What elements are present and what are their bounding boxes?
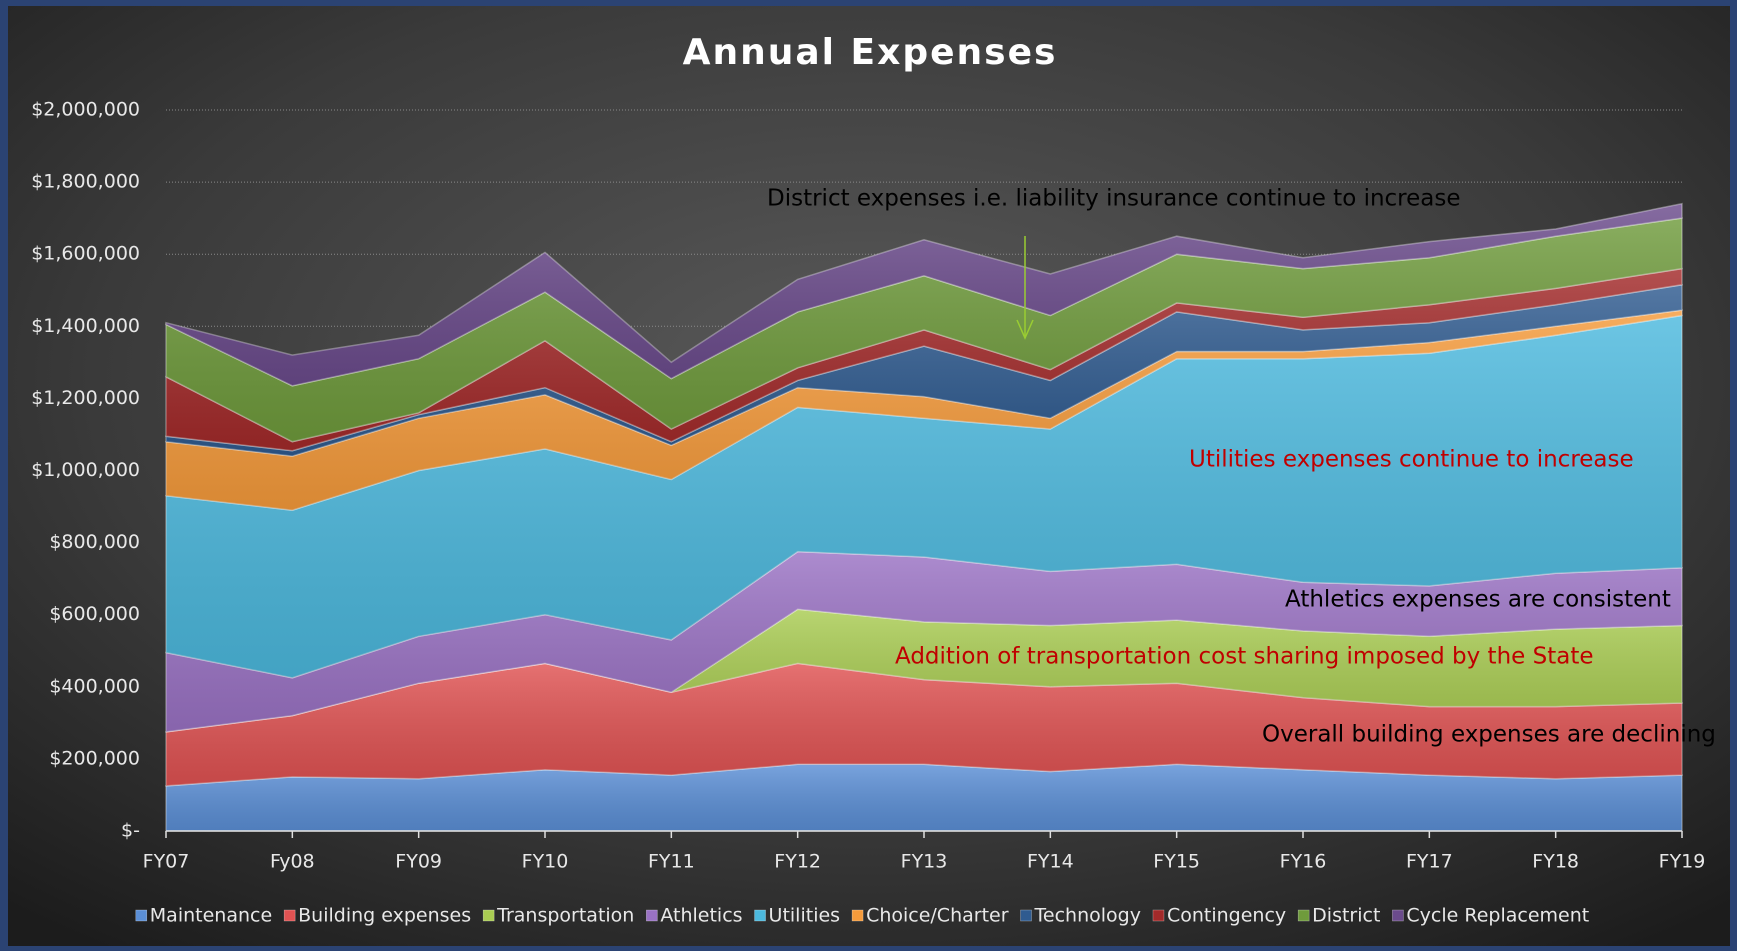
annotation: Addition of transportation cost sharing … (895, 644, 1594, 670)
legend-item: Transportation (482, 905, 634, 927)
area-shade (166, 310, 1682, 511)
y-tick-label: $2,000,000 (31, 99, 140, 121)
area-shade (166, 609, 1682, 732)
legend-item: Technology (1020, 905, 1141, 927)
legend-swatch (754, 909, 766, 922)
annotations: District expenses i.e. liability insuran… (767, 186, 1716, 748)
y-tick-label: $600,000 (49, 603, 140, 625)
legend-swatch (482, 909, 495, 922)
legend-swatch (1392, 909, 1404, 922)
chart-title: Annual Expenses (683, 32, 1058, 73)
area-shade (166, 764, 1682, 831)
legend-swatch (135, 909, 148, 922)
y-tick-label: $1,800,000 (31, 171, 140, 193)
legend-label: Utilities (769, 905, 841, 927)
legend-label: Choice/Charter (866, 905, 1009, 927)
x-tick-label: FY18 (1532, 851, 1579, 873)
x-tick-label: Fy08 (270, 851, 315, 873)
legend-label: Technology (1034, 905, 1141, 927)
legend-label: Maintenance (150, 905, 272, 927)
x-tick-label: FY13 (901, 851, 948, 873)
area-shade (166, 218, 1682, 442)
legend-label: Cycle Replacement (1406, 905, 1589, 927)
y-tick-label: $400,000 (49, 675, 140, 697)
y-tick-label: $- (121, 820, 140, 842)
x-tick-label: FY19 (1659, 851, 1706, 873)
legend-item: Contingency (1152, 905, 1286, 927)
y-tick-label: $1,600,000 (31, 243, 140, 265)
legend-swatch (851, 909, 864, 922)
legend-label: Contingency (1167, 905, 1286, 927)
areas (165, 202, 1683, 832)
annotation: Athletics expenses are consistent (1285, 587, 1671, 613)
legend-swatch (1152, 909, 1165, 922)
y-tick-label: $800,000 (49, 531, 140, 553)
legend: Maintenance Building expenses Transportati… (135, 905, 1589, 927)
x-tick-label: FY17 (1406, 851, 1453, 873)
legend-swatch (646, 909, 658, 922)
y-tick-label: $1,200,000 (31, 387, 140, 409)
legend-swatch (1297, 909, 1310, 922)
area-shade (166, 203, 1682, 386)
legend-label: Athletics (660, 905, 742, 927)
area-shade (166, 315, 1682, 678)
y-tick-label: $1,000,000 (31, 459, 140, 481)
legend-item: District (1297, 905, 1380, 927)
annotation: District expenses i.e. liability insuran… (767, 186, 1461, 212)
area-shade (166, 663, 1682, 786)
x-tick-label: FY11 (648, 851, 695, 873)
x-tick-label: FY16 (1280, 851, 1327, 873)
axes: $- $200,000 $400,000 $600,000 $800,000 $1,000… (31, 99, 1705, 873)
x-tick-label: FY12 (774, 851, 821, 873)
legend-label: District (1312, 905, 1380, 927)
legend-item: Maintenance (135, 905, 272, 927)
legend-swatch (283, 909, 296, 922)
x-tick-label: FY09 (395, 851, 442, 873)
legend-item: Utilities (754, 905, 841, 927)
legend-item: Choice/Charter (851, 905, 1009, 927)
y-tick-label: $1,400,000 (31, 315, 140, 337)
y-tick-label: $200,000 (49, 747, 140, 769)
legend-label: Building expenses (298, 905, 471, 927)
x-tick-label: FY10 (522, 851, 569, 873)
annotation: Utilities expenses continue to increase (1189, 447, 1634, 473)
x-tick-label: FY07 (143, 851, 190, 873)
x-tick-label: FY14 (1027, 851, 1074, 873)
legend-item: Cycle Replacement (1392, 905, 1589, 927)
area-shade (166, 551, 1682, 732)
legend-item: Athletics (646, 905, 743, 927)
x-tick-label: FY15 (1153, 851, 1200, 873)
legend-swatch (1020, 909, 1032, 922)
area-shade (166, 284, 1682, 457)
legend-label: Transportation (496, 905, 634, 927)
annotation-arrowhead (1016, 319, 1034, 340)
annotation: Overall building expenses are declining (1262, 722, 1716, 748)
legend-item: Building expenses (283, 905, 471, 927)
